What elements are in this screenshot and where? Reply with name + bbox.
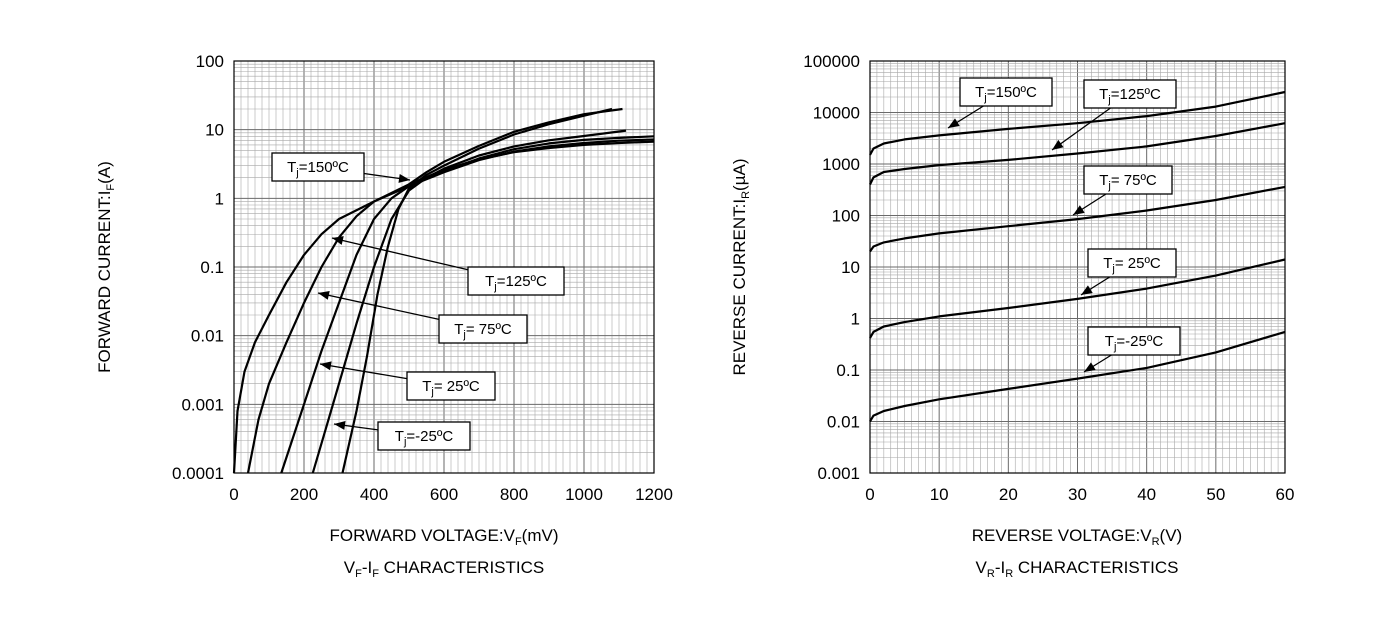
series-label-box <box>1083 79 1177 109</box>
x-tick-label: 10 <box>930 485 949 504</box>
x-tick-label: 600 <box>430 485 458 504</box>
series-label-box <box>467 266 565 296</box>
chart-caption: VR-IR CHARACTERISTICS <box>976 558 1179 580</box>
x-axis-title: REVERSE VOLTAGE:VR(V) <box>972 526 1182 548</box>
series-label-box <box>959 77 1053 107</box>
y-axis-title: REVERSE CURRENT:IR(µA) <box>730 158 752 375</box>
x-tick-label: 1200 <box>635 485 673 504</box>
plot-frame <box>869 60 1286 474</box>
series-label: Tj= 75ºC <box>454 321 512 341</box>
label-arrowhead <box>334 420 346 430</box>
label-arrow-line <box>331 237 469 271</box>
y-tick-label: 10 <box>841 258 860 277</box>
series-line <box>869 258 1286 339</box>
series-label-box <box>1083 165 1173 195</box>
y-tick-label: 1000 <box>822 155 860 174</box>
series-label: Tj= 75ºC <box>1099 172 1157 192</box>
plot-frame <box>233 60 655 474</box>
series-line <box>311 129 627 474</box>
y-tick-label: 0.1 <box>836 361 860 380</box>
series-line <box>869 90 1286 156</box>
label-arrowhead <box>1081 285 1093 295</box>
label-arrowhead <box>948 118 960 128</box>
x-tick-label: 1000 <box>565 485 603 504</box>
x-tick-label: 0 <box>229 485 238 504</box>
series-label: Tj=-25ºC <box>1105 333 1164 353</box>
x-tick-label: 0 <box>865 485 874 504</box>
chart-caption: VF-IF CHARACTERISTICS <box>344 558 545 580</box>
y-tick-label: 100 <box>196 52 224 71</box>
series-label: Tj=150ºC <box>287 159 349 179</box>
series-line <box>869 330 1286 423</box>
series-label-box <box>438 314 528 344</box>
series-line <box>280 135 655 474</box>
y-tick-label: 0.01 <box>827 413 860 432</box>
label-arrow-line <box>1051 107 1111 151</box>
x-tick-label: 60 <box>1276 485 1295 504</box>
x-tick-label: 30 <box>1068 485 1087 504</box>
y-tick-label: 10000 <box>813 104 860 123</box>
label-arrowhead <box>1052 139 1064 150</box>
label-arrow-line <box>317 292 440 321</box>
series-label: Tj=-25ºC <box>395 428 454 448</box>
label-arrowhead <box>318 290 330 300</box>
series-label: Tj=150ºC <box>975 84 1037 104</box>
x-tick-label: 40 <box>1137 485 1156 504</box>
y-tick-label: 100 <box>832 207 860 226</box>
y-tick-label: 10 <box>205 121 224 140</box>
label-arrow-line <box>319 363 408 380</box>
series-label: Tj=125ºC <box>485 273 547 293</box>
series-line <box>869 185 1286 253</box>
x-tick-label: 20 <box>999 485 1018 504</box>
x-tick-label: 800 <box>500 485 528 504</box>
series-label-box <box>1087 326 1181 356</box>
reverse-characteristics-chart: 0 10 20 30 40 50 60 0.001 0.01 0.1 1 10 100 1000 10000… <box>730 52 1294 580</box>
forward-characteristics-chart: 0 200 400 600 800 1000 1200 0.0001 0.001 0.01 0.1 1… <box>95 52 673 580</box>
label-arrowhead <box>332 236 344 245</box>
label-arrowhead <box>398 174 410 183</box>
grid <box>234 61 654 473</box>
y-tick-label: 100000 <box>803 52 860 71</box>
series-line <box>232 140 655 474</box>
series-label-box <box>406 371 496 401</box>
series-label: Tj= 25ºC <box>1103 255 1161 275</box>
series-line <box>246 138 655 474</box>
y-tick-label: 0.001 <box>817 464 860 483</box>
x-tick-label: 400 <box>360 485 388 504</box>
y-tick-label: 0.0001 <box>172 464 224 483</box>
y-tick-label: 1 <box>215 189 224 208</box>
series-label-box <box>377 421 471 451</box>
label-arrowhead <box>1084 362 1096 372</box>
x-axis-title: FORWARD VOLTAGE:VF(mV) <box>329 526 558 548</box>
label-arrowhead <box>1073 205 1085 215</box>
series-label-box <box>271 152 365 182</box>
label-arrowhead <box>320 361 332 371</box>
y-tick-label: 0.01 <box>191 327 224 346</box>
y-axis-title: FORWARD CURRENT:IF(A) <box>95 161 117 373</box>
series-label: Tj=125ºC <box>1099 86 1161 106</box>
series-label: Tj= 25ºC <box>422 378 480 398</box>
y-tick-label: 1 <box>851 310 860 329</box>
y-tick-label: 0.1 <box>200 258 224 277</box>
series-label-box <box>1087 248 1177 278</box>
x-tick-label: 50 <box>1206 485 1225 504</box>
x-tick-label: 200 <box>290 485 318 504</box>
series-line <box>408 107 623 186</box>
series-line <box>341 107 613 474</box>
y-tick-label: 0.001 <box>181 395 224 414</box>
series-line <box>869 122 1286 185</box>
